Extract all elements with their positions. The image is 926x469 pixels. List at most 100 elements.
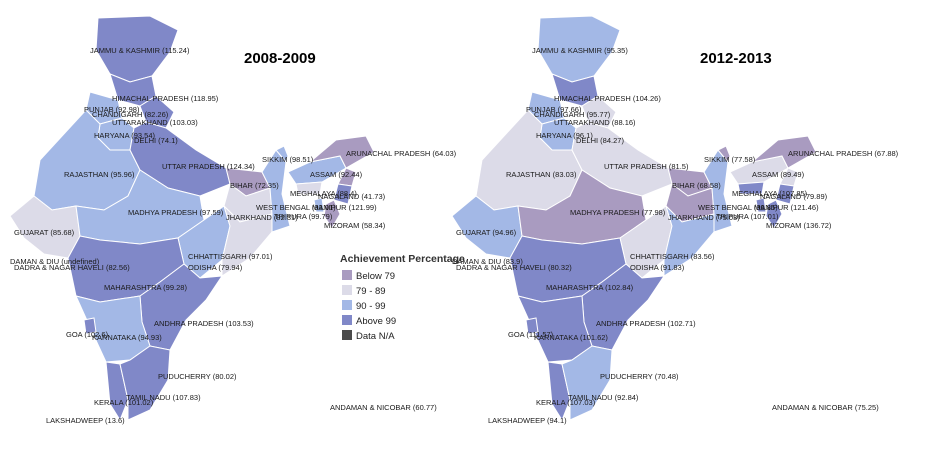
state-label: GUJARAT (85.68) <box>14 228 75 237</box>
state-label: ANDAMAN & NICOBAR (60.77) <box>330 403 437 412</box>
state-label: RAJASTHAN (95.96) <box>64 170 135 179</box>
state-label: KARNATAKA (94.93) <box>92 333 162 342</box>
state-labels: JAMMU & KASHMIR (95.35) HIMACHAL PRADESH … <box>452 46 899 425</box>
state-label: MEGHALAYA (88.4) <box>290 189 357 198</box>
state-label: ARUNACHAL PRADESH (64.03) <box>346 149 457 158</box>
state-label: TRIPURA (107.01) <box>716 212 779 221</box>
region-mizoram[interactable] <box>323 199 341 229</box>
region-sikkim[interactable] <box>275 145 289 164</box>
state-label: ODISHA (91.83) <box>630 263 685 272</box>
state-label: TAMIL NADU (92.84) <box>568 393 639 402</box>
state-label: BIHAR (68.58) <box>672 181 721 190</box>
legend-label: 90 - 99 <box>356 301 386 312</box>
state-label: UTTAR PRADESH (81.5) <box>604 162 689 171</box>
map-2012-2013: 2012-2013 JAMMU & KASHMIR (95.35) HIMACHA… <box>451 15 899 425</box>
state-label: JHARKHAND (82.31) <box>226 213 298 222</box>
state-label: ANDHRA PRADESH (103.53) <box>154 319 254 328</box>
region-odisha[interactable] <box>663 205 715 277</box>
state-label: KERALA (101.02) <box>94 398 154 407</box>
state-label: MANIPUR (121.99) <box>312 203 377 212</box>
state-label: LAKSHADWEEP (13.6) <box>46 416 125 425</box>
state-label: ODISHA (79.94) <box>188 263 243 272</box>
state-label: HARYANA (93.54) <box>94 131 156 140</box>
state-label: MIZORAM (136.72) <box>766 221 832 230</box>
state-regions <box>451 15 817 422</box>
legend-title: Achievement Percentage <box>340 253 465 265</box>
state-label: GOA (111.57) <box>508 330 554 339</box>
region-meghalaya[interactable] <box>295 181 323 195</box>
state-labels: JAMMU & KASHMIR (115.24) HIMACHAL PRADESH… <box>10 46 457 425</box>
state-label: UTTARAKHAND (88.16) <box>554 118 636 127</box>
state-label: GUJARAT (94.96) <box>456 228 517 237</box>
state-label: DADRA & NAGAR HAVELI (80.32) <box>456 263 572 272</box>
state-label: NAGALAND (79.89) <box>760 192 828 201</box>
state-label: PUNJAB (97.66) <box>526 105 582 114</box>
state-label: DADRA & NAGAR HAVELI (82.56) <box>14 263 130 272</box>
state-label: DELHI (84.27) <box>576 136 624 145</box>
state-label: UTTARAKHAND (103.03) <box>112 118 198 127</box>
state-label: PUDUCHERRY (70.48) <box>600 372 679 381</box>
state-label: RAJASTHAN (83.03) <box>506 170 577 179</box>
state-label: ANDAMAN & NICOBAR (75.25) <box>772 403 879 412</box>
state-regions <box>9 15 375 422</box>
region-tamil-nadu[interactable] <box>561 345 613 421</box>
state-label: MADHYA PRADESH (77.98) <box>570 208 666 217</box>
state-label: CHANDIGARH (82.26) <box>92 110 169 119</box>
region-arunachal-pradesh[interactable] <box>309 135 375 169</box>
legend-label: Data N/A <box>356 331 395 342</box>
state-label: WEST BENGAL (99.85) <box>698 203 778 212</box>
state-label: MIZORAM (58.34) <box>324 221 386 230</box>
legend-label: 79 - 89 <box>356 286 386 297</box>
legend-swatch <box>342 285 352 295</box>
state-label: MANIPUR (121.46) <box>754 203 819 212</box>
region-odisha[interactable] <box>221 205 273 277</box>
state-label: KERALA (107.03) <box>536 398 596 407</box>
region-goa[interactable] <box>525 317 539 335</box>
legend: Achievement Percentage Below 79 79 - 89 90… <box>340 253 465 342</box>
region-mizoram[interactable] <box>765 199 783 229</box>
state-label: PUNJAB (92.98) <box>84 105 140 114</box>
state-label: HIMACHAL PRADESH (118.95) <box>112 94 219 103</box>
legend-label: Above 99 <box>356 316 396 327</box>
state-label: DAMAN & DIU (undefined) <box>10 257 100 266</box>
state-label: CHHATTISGARH (97.01) <box>188 252 273 261</box>
state-label: ANDHRA PRADESH (102.71) <box>596 319 696 328</box>
region-tamil-nadu[interactable] <box>119 345 171 421</box>
region-arunachal-pradesh[interactable] <box>751 135 817 169</box>
legend-swatch <box>342 330 352 340</box>
state-label: ASSAM (89.49) <box>752 170 805 179</box>
region-goa[interactable] <box>83 317 97 335</box>
state-label: JHARKHAND (75.03) <box>668 213 740 222</box>
state-label: DAMAN & DIU (83.9) <box>452 257 523 266</box>
region-tripura[interactable] <box>313 197 325 213</box>
year-title: 2012-2013 <box>700 50 772 67</box>
region-tripura[interactable] <box>755 197 767 213</box>
legend-swatch <box>342 315 352 325</box>
legend-swatch <box>342 300 352 310</box>
state-label: JAMMU & KASHMIR (115.24) <box>90 46 190 55</box>
legend-swatch <box>342 270 352 280</box>
region-uttarakhand[interactable] <box>139 95 175 129</box>
state-label: HIMACHAL PRADESH (104.26) <box>554 94 661 103</box>
state-label: KARNATAKA (101.62) <box>534 333 608 342</box>
state-label: GOA (102.6) <box>66 330 109 339</box>
state-label: CHHATTISGARH (83.56) <box>630 252 715 261</box>
state-label: SIKKIM (98.51) <box>262 155 314 164</box>
region-uttarakhand[interactable] <box>581 95 617 129</box>
state-label: MEGHALAYA (107.85) <box>732 189 808 198</box>
state-label: TRIPURA (99.79) <box>274 212 333 221</box>
state-label: WEST BENGAL (93.01) <box>256 203 336 212</box>
year-title: 2008-2009 <box>244 50 316 67</box>
region-manipur[interactable] <box>775 183 795 205</box>
map-2008-2009: 2008-2009 JAMMU & KASHMIR (115.24) HIMACH… <box>9 15 457 425</box>
region-manipur[interactable] <box>333 183 353 205</box>
region-meghalaya[interactable] <box>737 181 765 195</box>
state-label: UTTAR PRADESH (124.34) <box>162 162 255 171</box>
state-label: MADHYA PRADESH (97.59) <box>128 208 224 217</box>
state-label: ASSAM (92.44) <box>310 170 363 179</box>
region-sikkim[interactable] <box>717 145 731 164</box>
state-label: CHANDIGARH (95.77) <box>534 110 611 119</box>
state-label: MAHARASHTRA (102.84) <box>546 283 634 292</box>
state-label: DELHI (74.1) <box>134 136 178 145</box>
